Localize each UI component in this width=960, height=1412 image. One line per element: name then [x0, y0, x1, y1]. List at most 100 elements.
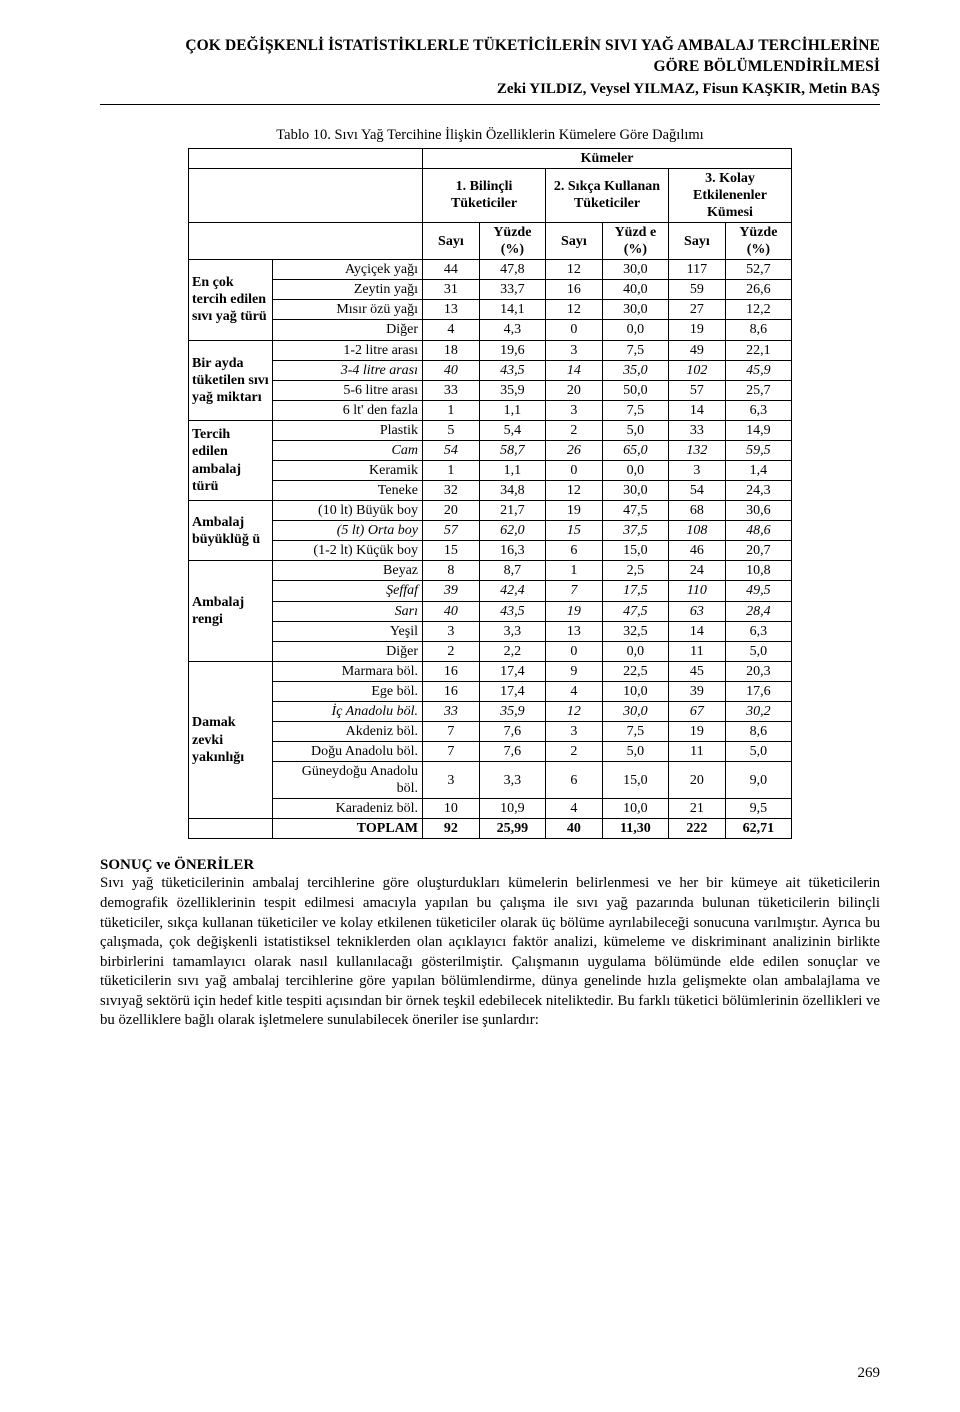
table-row-label: 6 lt' den fazla: [273, 400, 423, 420]
table-cell: 12: [546, 701, 603, 721]
table-cell: 11: [669, 742, 726, 762]
table-cell: 0: [546, 641, 603, 661]
table-subhead-2-0: Sayı: [669, 223, 726, 260]
table-cell: 59,5: [725, 440, 791, 460]
table-cell: 8,6: [725, 722, 791, 742]
table-cell: 5,0: [725, 742, 791, 762]
running-title-line1: ÇOK DEĞİŞKENLİ İSTATİSTİKLERLE TÜKETİCİL…: [100, 36, 880, 55]
table-row: (1-2 lt) Küçük boy1516,3615,04620,7: [189, 541, 792, 561]
table-totals-cell: 25,99: [479, 819, 545, 839]
table-cell: 54: [669, 481, 726, 501]
table-row: Ambalaj büyüklüğ ü(10 lt) Büyük boy2021,…: [189, 501, 792, 521]
table-row: Cam5458,72665,013259,5: [189, 440, 792, 460]
table-totals-blank: [189, 819, 273, 839]
table-cell: 16: [423, 681, 480, 701]
table-row: (5 lt) Orta boy5762,01537,510848,6: [189, 521, 792, 541]
table-cell: 14: [546, 360, 603, 380]
table-cell: 0: [546, 320, 603, 340]
table-row: Mısır özü yağı1314,11230,02712,2: [189, 300, 792, 320]
table-row: Güneydoğu Anadolu böl.33,3615,0209,0: [189, 762, 792, 799]
table-row: 3-4 litre arası4043,51435,010245,9: [189, 360, 792, 380]
table-cell: 1,4: [725, 461, 791, 481]
table-cell: 21,7: [479, 501, 545, 521]
table-cell: 7: [423, 722, 480, 742]
table-row-label: Mısır özü yağı: [273, 300, 423, 320]
table-cell: 3: [546, 340, 603, 360]
table-cell: 7,5: [602, 340, 668, 360]
table-cell: 5,4: [479, 420, 545, 440]
running-authors: Zeki YILDIZ, Veysel YILMAZ, Fisun KAŞKIR…: [100, 81, 880, 98]
table-cell: 0,0: [602, 320, 668, 340]
table-cell: 0,0: [602, 461, 668, 481]
table-cell: 30,2: [725, 701, 791, 721]
table-row: Zeytin yağı3133,71640,05926,6: [189, 280, 792, 300]
table-cell: 27: [669, 300, 726, 320]
table-cell: 1: [423, 400, 480, 420]
table-row: 6 lt' den fazla11,137,5146,3: [189, 400, 792, 420]
table-cell: 102: [669, 360, 726, 380]
header-rule: [100, 104, 880, 105]
table-totals-row: TOPLAM9225,994011,3022262,71: [189, 819, 792, 839]
table-cell: 117: [669, 260, 726, 280]
table-head-blank: [189, 148, 423, 168]
table-cell: 3: [546, 722, 603, 742]
table-cell: 21: [669, 799, 726, 819]
table-cell: 10: [423, 799, 480, 819]
conclusion-heading: SONUÇ ve ÖNERİLER: [100, 857, 880, 874]
table-row: Teneke3234,81230,05424,3: [189, 481, 792, 501]
table-cell: 8: [423, 561, 480, 581]
table-cell: 58,7: [479, 440, 545, 460]
table-cell: 13: [546, 621, 603, 641]
table-row: Karadeniz böl.1010,9410,0219,5: [189, 799, 792, 819]
table-cell: 33: [423, 701, 480, 721]
table-cell: 2: [546, 742, 603, 762]
table-cell: 25,7: [725, 380, 791, 400]
table-cell: 43,5: [479, 360, 545, 380]
table-totals-cell: 40: [546, 819, 603, 839]
table-totals-cell: 222: [669, 819, 726, 839]
table-cell: 12: [546, 300, 603, 320]
table-cell: 30,6: [725, 501, 791, 521]
table-cell: 54: [423, 440, 480, 460]
table-cell: 12,2: [725, 300, 791, 320]
table-cell: 3,3: [479, 762, 545, 799]
table-row: Diğer44,300,0198,6: [189, 320, 792, 340]
table-row: Diğer22,200,0115,0: [189, 641, 792, 661]
table-cell: 3: [669, 461, 726, 481]
table-cell: 20,7: [725, 541, 791, 561]
table-cell: 47,5: [602, 601, 668, 621]
table-row-label: Ayçiçek yağı: [273, 260, 423, 280]
table-cell: 17,4: [479, 661, 545, 681]
table-row-label: Güneydoğu Anadolu böl.: [273, 762, 423, 799]
table-cell: 1,1: [479, 400, 545, 420]
table-row-label: (1-2 lt) Küçük boy: [273, 541, 423, 561]
table-cell: 2,5: [602, 561, 668, 581]
table-head-blank2: [189, 168, 423, 222]
table-totals-cell: 11,30: [602, 819, 668, 839]
table-row-label: İç Anadolu böl.: [273, 701, 423, 721]
table-cell: 14: [669, 400, 726, 420]
table-cell: 1: [546, 561, 603, 581]
table-cell: 17,6: [725, 681, 791, 701]
table-cell: 14: [669, 621, 726, 641]
table-row-label: Diğer: [273, 641, 423, 661]
table-cell: 108: [669, 521, 726, 541]
table-cell: 10,9: [479, 799, 545, 819]
table-totals-cell: 92: [423, 819, 480, 839]
table-cell: 49: [669, 340, 726, 360]
table-cell: 39: [423, 581, 480, 601]
table-row-label: (5 lt) Orta boy: [273, 521, 423, 541]
table-cell: 7: [423, 742, 480, 762]
table-cell: 2,2: [479, 641, 545, 661]
table-cell: 6: [546, 541, 603, 561]
table-row-label: Karadeniz böl.: [273, 799, 423, 819]
table-group-head-5: Damak zevki yakınlığı: [189, 661, 273, 819]
table-cell: 110: [669, 581, 726, 601]
table-cell: 40,0: [602, 280, 668, 300]
running-title-line2: GÖRE BÖLÜMLENDİRİLMESİ: [100, 57, 880, 76]
table-row: Şeffaf3942,4717,511049,5: [189, 581, 792, 601]
table-cell: 17,5: [602, 581, 668, 601]
table-cell: 24,3: [725, 481, 791, 501]
table-cell: 2: [546, 420, 603, 440]
table-cell: 65,0: [602, 440, 668, 460]
